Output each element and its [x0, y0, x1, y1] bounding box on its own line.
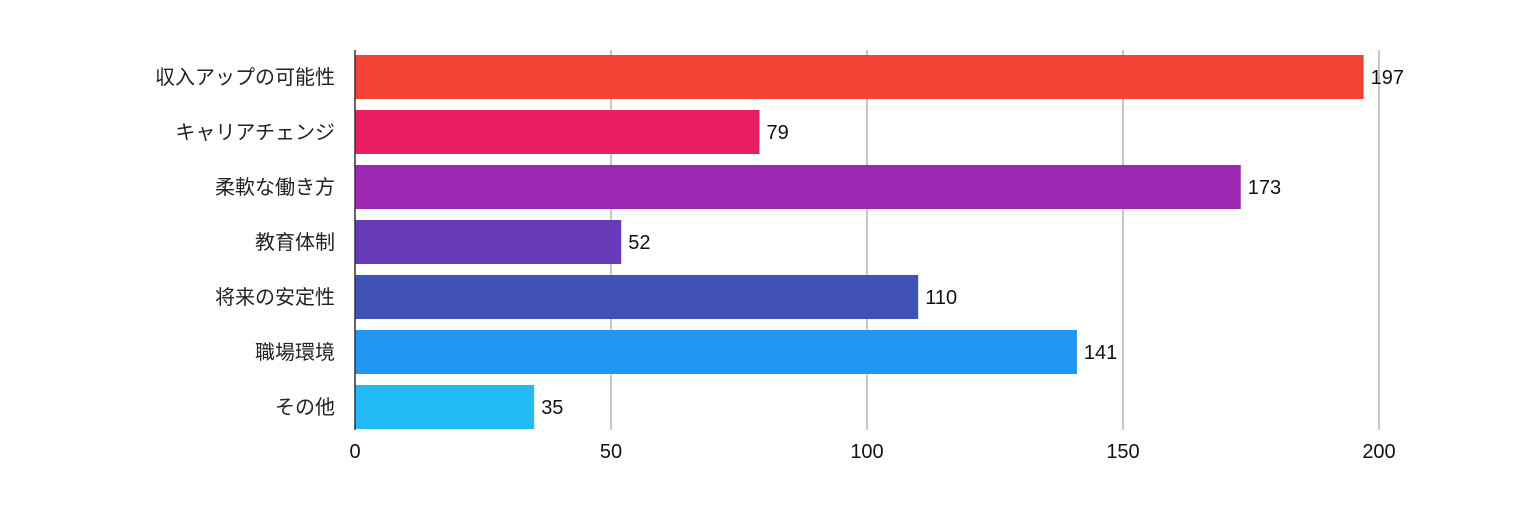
value-label: 141 [1084, 342, 1117, 364]
value-labels: 197 79 173 52 110 141 35 [541, 67, 1404, 419]
category-label: 将来の安定性 [215, 285, 335, 309]
x-axis-ticks: 0 50 100 150 200 [349, 441, 1395, 463]
bar-7[interactable] [355, 385, 535, 429]
bars [354, 50, 1364, 430]
value-label: 197 [1371, 67, 1404, 89]
category-label: 教育体制 [255, 230, 335, 254]
category-label: その他 [275, 395, 335, 419]
category-label: キャリアチェンジ [175, 120, 335, 144]
bar-4[interactable] [355, 220, 622, 264]
x-tick-label: 50 [600, 441, 622, 463]
bar-1[interactable] [355, 55, 1364, 99]
bar-3[interactable] [355, 165, 1241, 209]
bar-2[interactable] [355, 110, 760, 154]
x-tick-label: 100 [850, 441, 883, 463]
value-label: 52 [628, 232, 650, 254]
value-label: 173 [1248, 177, 1281, 199]
value-label: 35 [541, 397, 563, 419]
x-tick-label: 0 [349, 441, 360, 463]
x-tick-label: 200 [1362, 441, 1395, 463]
bar-6[interactable] [355, 330, 1077, 374]
x-tick-label: 150 [1106, 441, 1139, 463]
category-label: 職場環境 [255, 340, 335, 364]
value-label: 79 [766, 122, 788, 144]
category-label: 収入アップの可能性 [155, 65, 335, 89]
category-label: 柔軟な働き方 [215, 175, 335, 199]
value-label: 110 [925, 287, 957, 309]
bar-5[interactable] [355, 275, 919, 319]
